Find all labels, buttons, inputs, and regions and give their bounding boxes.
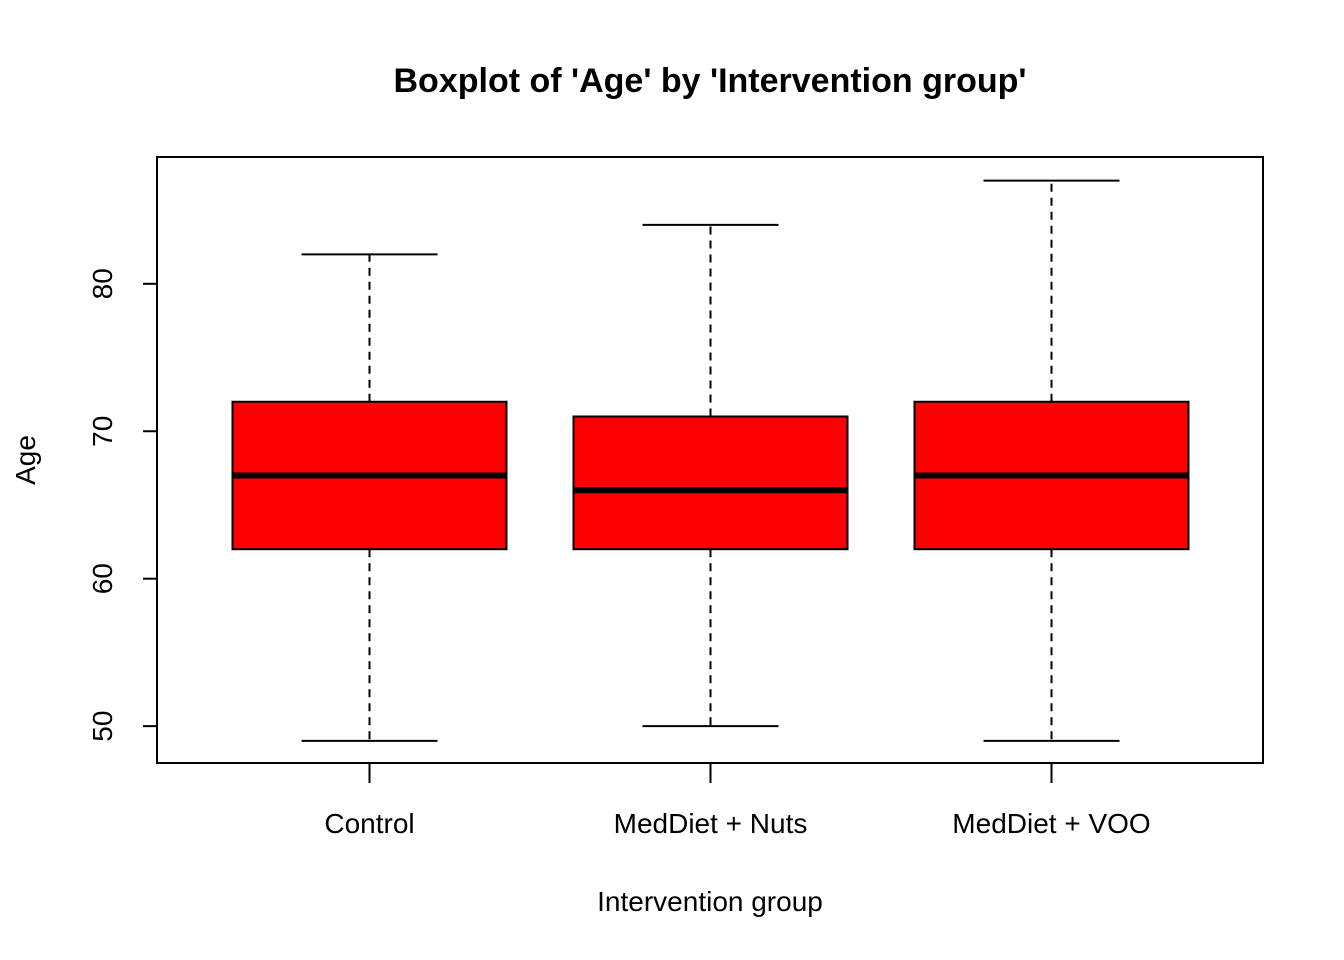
y-tick-label: 70 <box>87 416 118 447</box>
y-axis: 50 60 70 80 <box>87 268 157 742</box>
x-axis: Control MedDiet + Nuts MedDiet + VOO <box>324 763 1151 839</box>
x-axis-label: Intervention group <box>597 886 823 917</box>
x-tick-label: Control <box>324 808 414 839</box>
box-group <box>572 223 849 728</box>
y-tick-label: 60 <box>87 563 118 594</box>
y-tick-label: 80 <box>87 268 118 299</box>
y-tick-label: 50 <box>87 711 118 742</box>
box-group <box>913 179 1190 742</box>
boxes-layer <box>231 179 1190 742</box>
x-tick-label: MedDiet + VOO <box>952 808 1150 839</box>
y-axis-label: Age <box>10 435 41 485</box>
x-tick-label: MedDiet + Nuts <box>614 808 808 839</box>
iqr-box <box>572 415 849 551</box>
box-group <box>231 253 508 742</box>
chart-title: Boxplot of 'Age' by 'Intervention group' <box>394 62 1027 100</box>
